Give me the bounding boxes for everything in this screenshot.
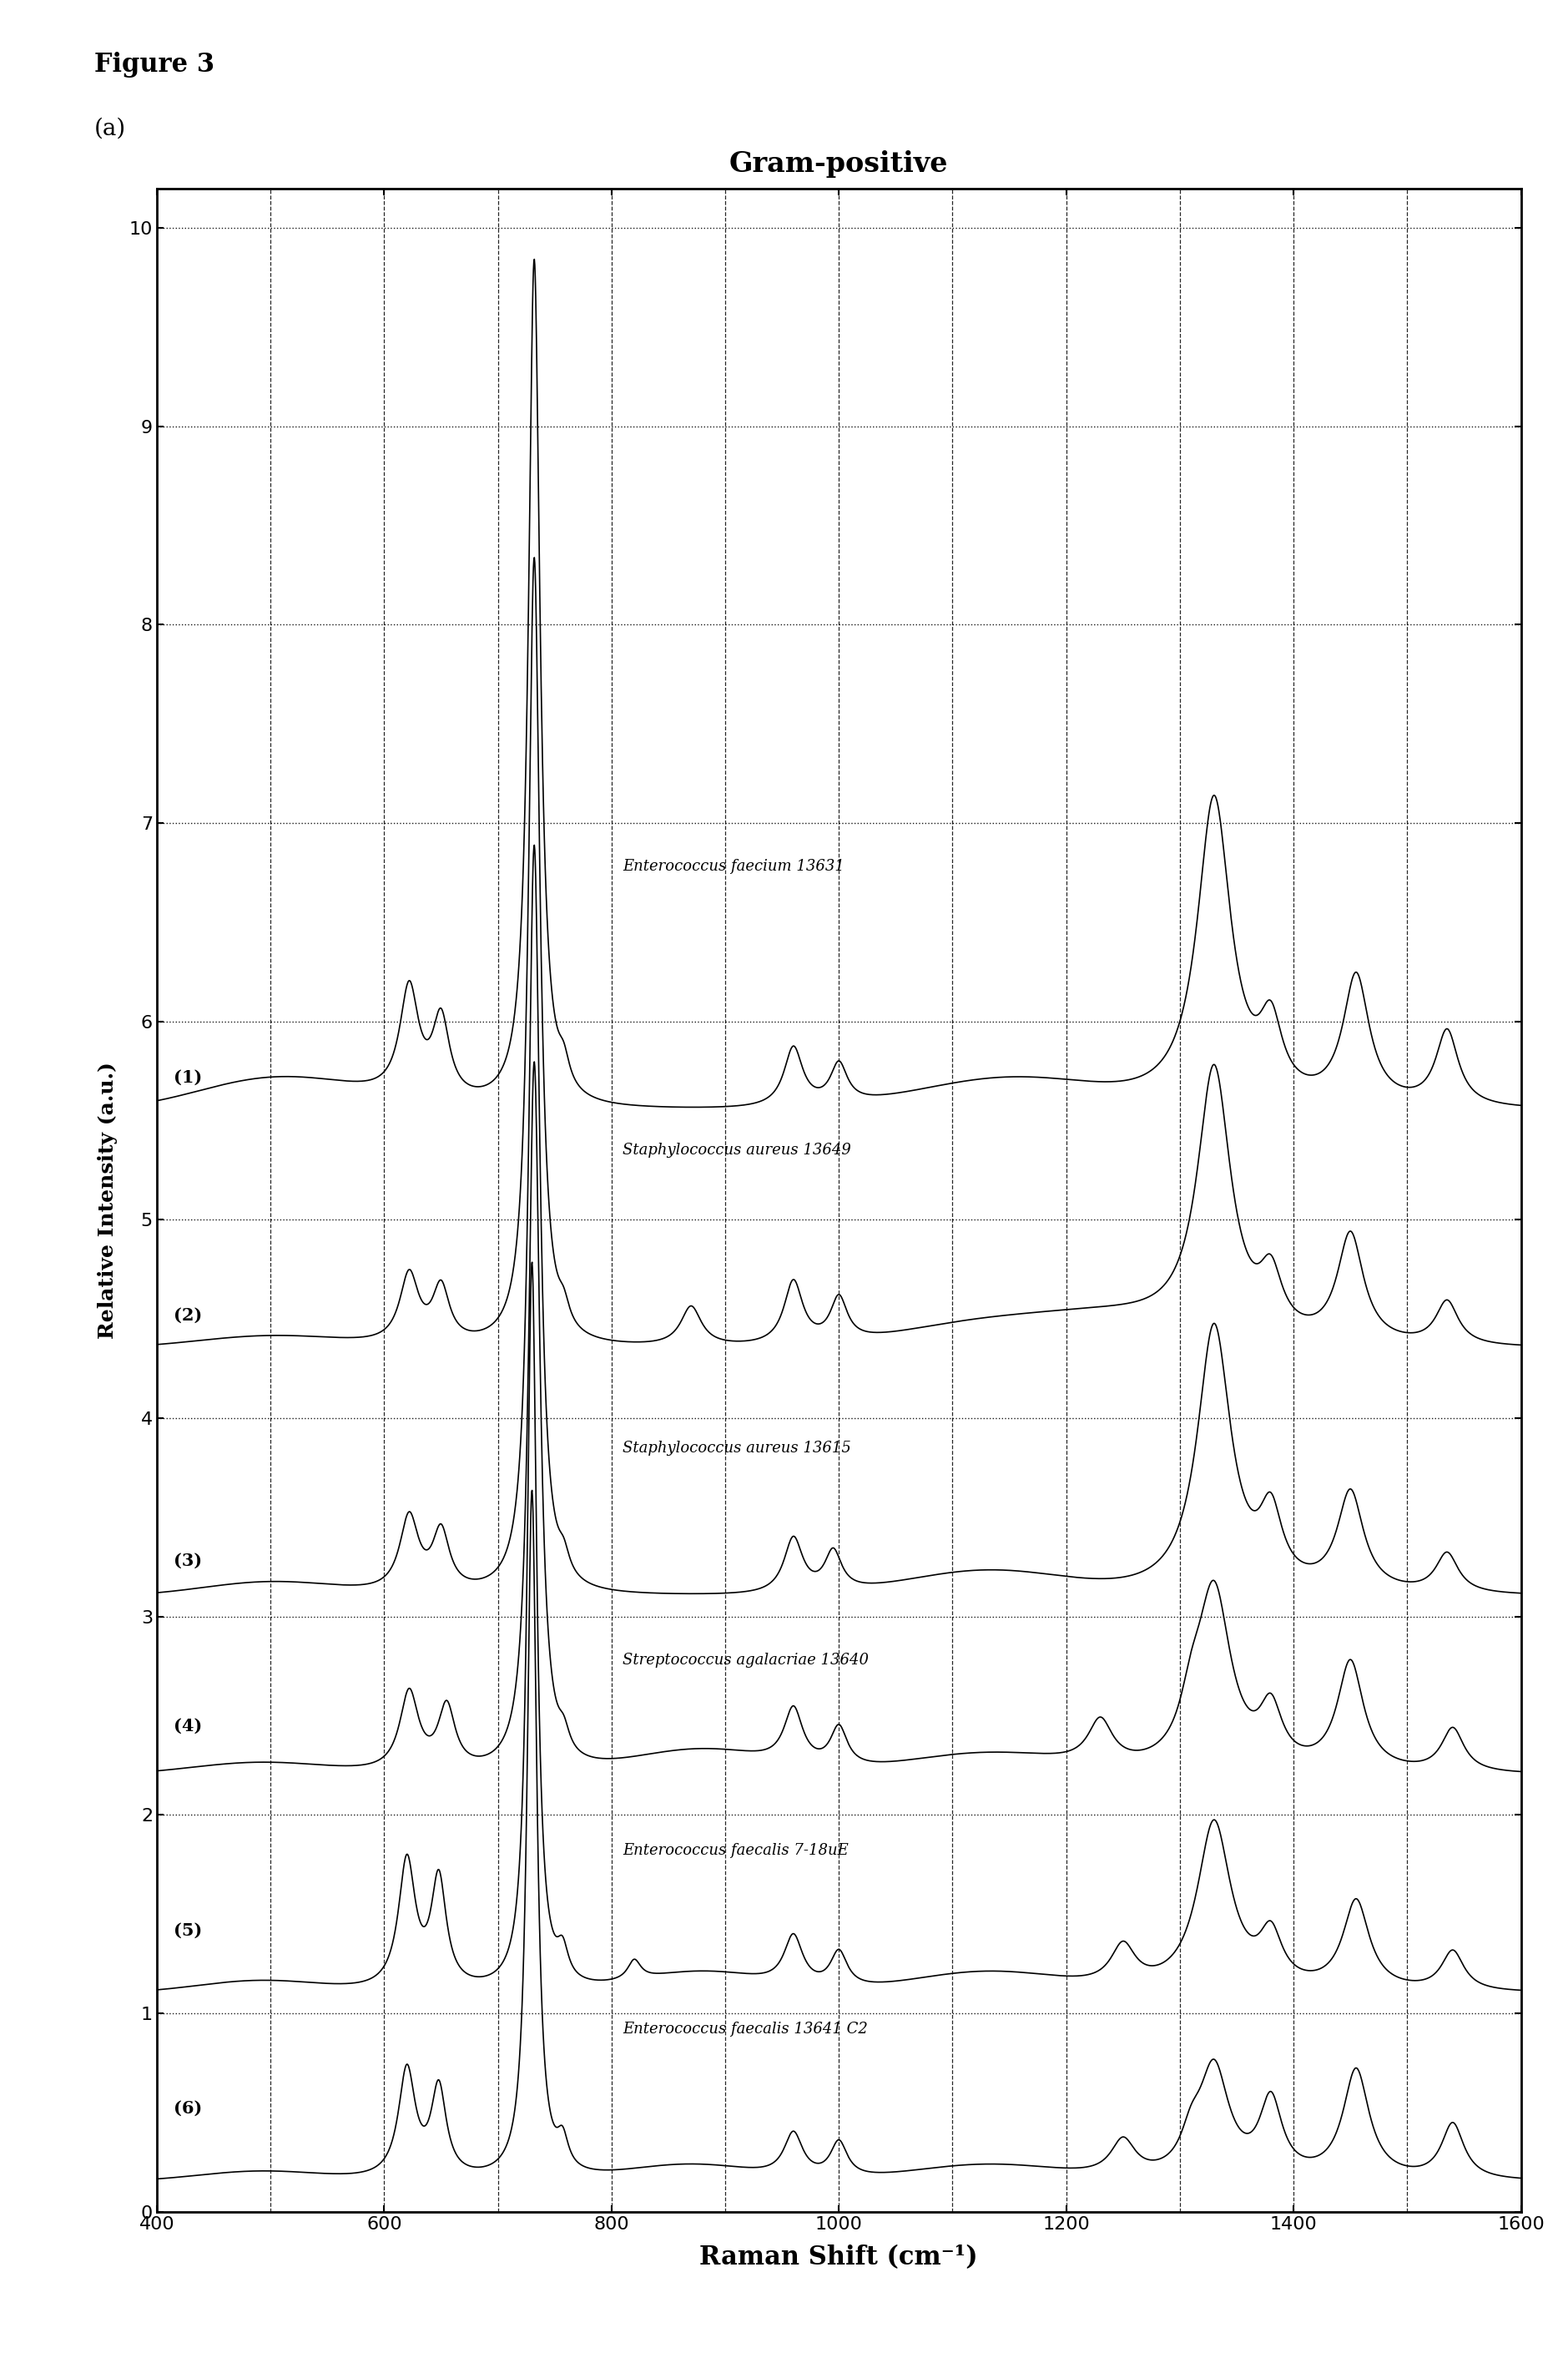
Text: (2): (2) xyxy=(174,1306,202,1322)
Text: Streptococcus agalacriae 13640: Streptococcus agalacriae 13640 xyxy=(622,1652,869,1668)
Title: Gram-positive: Gram-positive xyxy=(729,151,949,179)
Text: Staphylococcus aureus 13615: Staphylococcus aureus 13615 xyxy=(622,1440,851,1457)
Text: Enterococcus faecalis 7-18uE: Enterococcus faecalis 7-18uE xyxy=(622,1842,848,1859)
Text: (4): (4) xyxy=(174,1718,202,1734)
Text: (a): (a) xyxy=(94,118,125,141)
Text: (5): (5) xyxy=(174,1922,202,1939)
Text: Figure 3: Figure 3 xyxy=(94,52,215,78)
Text: Enterococcus faecalis 13641 C2: Enterococcus faecalis 13641 C2 xyxy=(622,2021,869,2038)
Text: (3): (3) xyxy=(174,1553,202,1569)
Text: Staphylococcus aureus 13649: Staphylococcus aureus 13649 xyxy=(622,1144,851,1158)
Y-axis label: Relative Intensity (a.u.): Relative Intensity (a.u.) xyxy=(97,1061,118,1339)
X-axis label: Raman Shift (cm⁻¹): Raman Shift (cm⁻¹) xyxy=(699,2245,978,2271)
Text: (6): (6) xyxy=(174,2101,202,2118)
Text: (1): (1) xyxy=(174,1068,202,1085)
Text: Enterococcus faecium 13631: Enterococcus faecium 13631 xyxy=(622,859,845,875)
